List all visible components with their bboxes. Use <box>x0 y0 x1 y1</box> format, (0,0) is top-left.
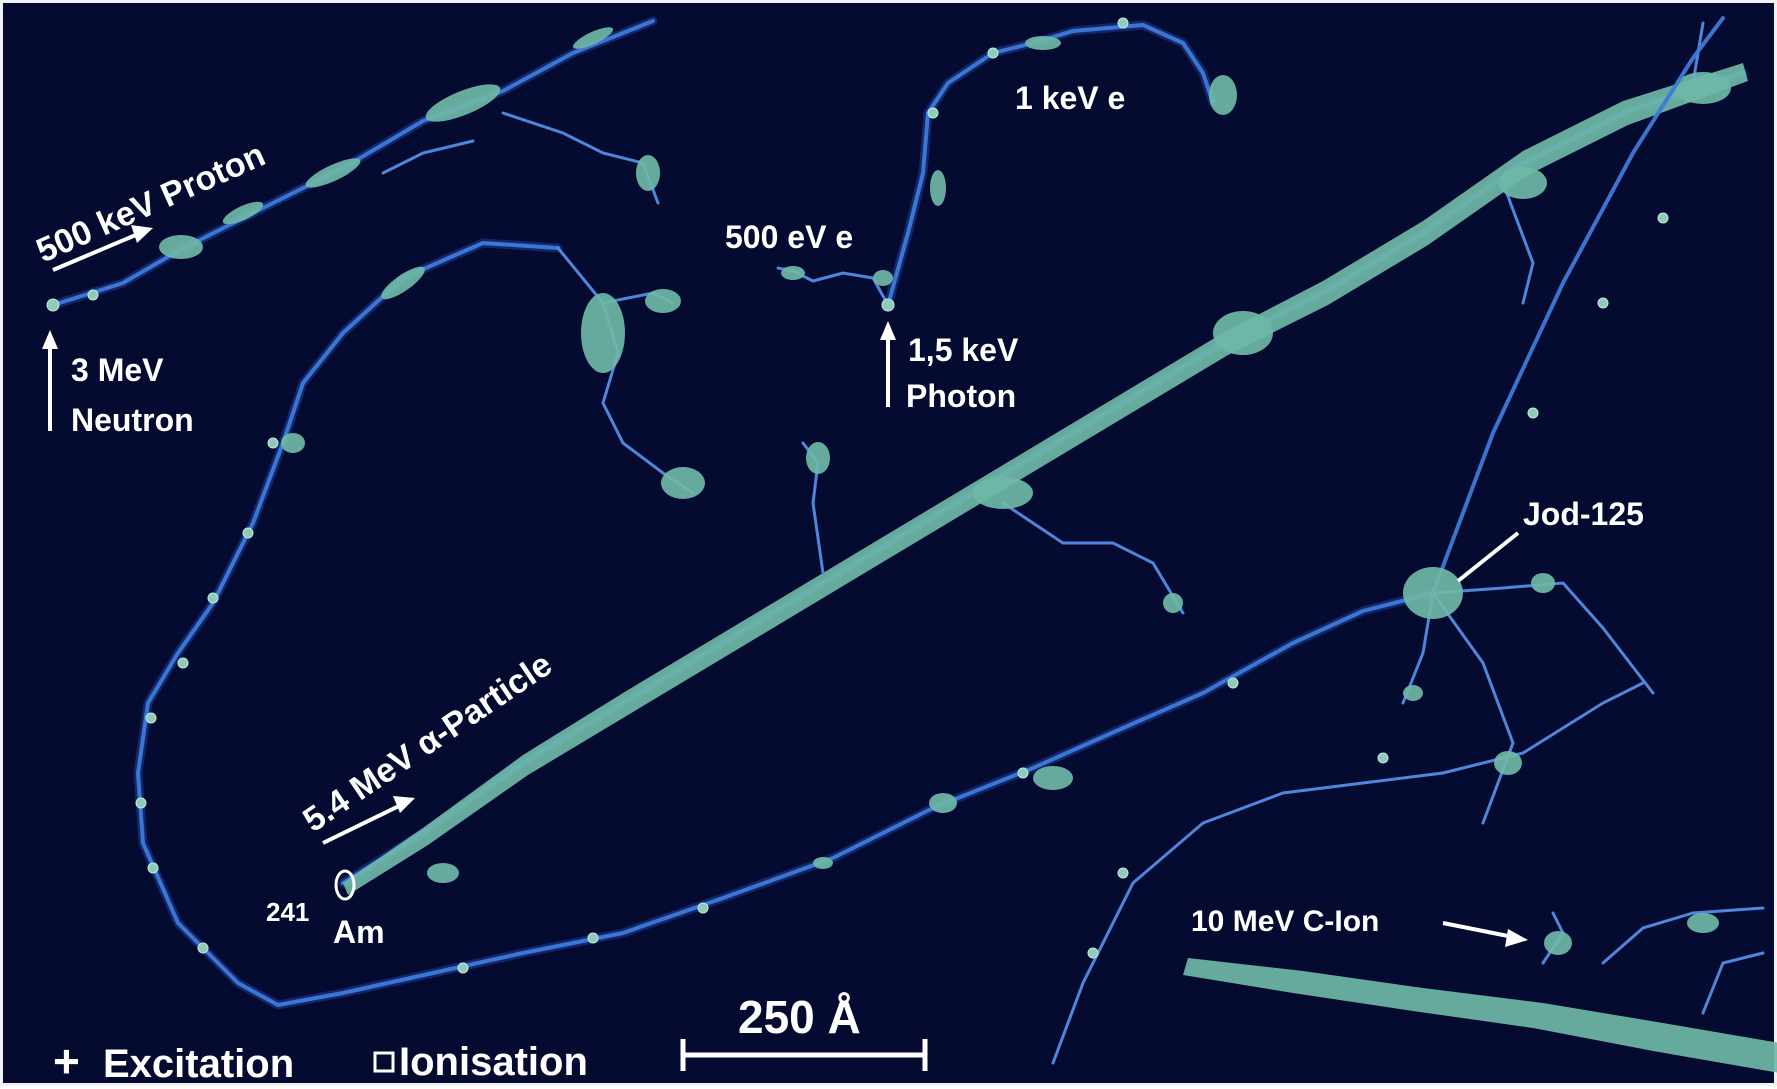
proton-track <box>48 16 660 310</box>
photon-electron-tracks <box>776 20 1237 310</box>
neutron-track <box>133 238 1438 1010</box>
ionisation-symbol-icon <box>373 1051 395 1073</box>
neutron-label-line2: Neutron <box>71 402 194 438</box>
cion-label: 10 MeV C-Ion <box>1191 905 1379 938</box>
am-source-icon <box>334 869 356 901</box>
neutron-label-line1: 3 MeV <box>71 352 164 388</box>
track-diagram: 500 keV Proton 3 MeV Neutron 1 keV e 500… <box>31 16 1777 1087</box>
alpha-label: 5.4 MeV α-Particle <box>296 645 559 839</box>
am-mass-number: 241 <box>266 897 309 927</box>
proton-arrow <box>52 225 153 272</box>
am-label: Am <box>333 914 385 950</box>
c-ion-track <box>1183 906 1777 1073</box>
alpha-track <box>338 21 1748 895</box>
photon-label-line1: 1,5 keV <box>908 332 1019 368</box>
proton-label: 500 keV Proton <box>31 136 271 271</box>
excitation-symbol: + <box>53 1035 80 1087</box>
scale-bar: 250 Å <box>680 991 928 1071</box>
jod125-label: Jod-125 <box>1523 496 1644 532</box>
ionisation-label: Ionisation <box>399 1040 588 1084</box>
event-dots <box>46 17 1669 974</box>
excitation-label: Excitation <box>103 1042 294 1086</box>
jod125-tracks <box>1051 16 1725 1065</box>
cion-arrow <box>1442 921 1528 947</box>
photon-arrow <box>880 321 896 407</box>
scale-label: 250 Å <box>738 991 861 1043</box>
photon-label-line2: Photon <box>906 378 1016 414</box>
legend: + Excitation Ionisation <box>53 1035 588 1087</box>
alpha-arrow <box>322 796 415 845</box>
jod-pointer <box>1456 531 1520 583</box>
electron-1kev-label: 1 keV e <box>1015 80 1125 116</box>
electron-500ev-label: 500 eV e <box>725 219 853 255</box>
neutron-arrow <box>42 330 58 431</box>
